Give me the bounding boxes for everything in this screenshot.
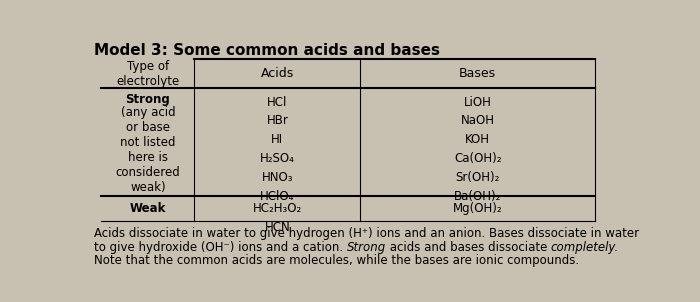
- Text: Type of
electrolyte: Type of electrolyte: [116, 59, 180, 88]
- Text: completely.: completely.: [551, 241, 620, 254]
- Text: HNO₃: HNO₃: [262, 171, 293, 184]
- Text: Sr(OH)₂: Sr(OH)₂: [456, 171, 500, 184]
- Text: Acids dissociate in water to give hydrogen (H⁺) ions and an anion. Bases dissoci: Acids dissociate in water to give hydrog…: [94, 227, 639, 240]
- Text: Strong: Strong: [346, 241, 386, 254]
- Text: HCN: HCN: [265, 221, 290, 234]
- Text: LiOH: LiOH: [464, 95, 491, 108]
- Text: Mg(OH)₂: Mg(OH)₂: [453, 202, 503, 215]
- Text: HC₂H₃O₂: HC₂H₃O₂: [253, 202, 302, 215]
- Text: to give hydroxide (OH⁻) ions and a cation.: to give hydroxide (OH⁻) ions and a catio…: [94, 241, 346, 254]
- Text: Strong: Strong: [125, 93, 170, 106]
- Text: Ca(OH)₂: Ca(OH)₂: [454, 152, 501, 165]
- Text: Bases: Bases: [459, 67, 496, 80]
- Text: Model 3: Some common acids and bases: Model 3: Some common acids and bases: [94, 43, 440, 58]
- Text: HBr: HBr: [267, 114, 288, 127]
- Text: Note that the common acids are molecules, while the bases are ionic compounds.: Note that the common acids are molecules…: [94, 254, 579, 267]
- Text: KOH: KOH: [466, 133, 490, 146]
- Text: Ba(OH)₂: Ba(OH)₂: [454, 190, 501, 203]
- Text: acids and bases dissociate: acids and bases dissociate: [386, 241, 551, 254]
- Text: Acids: Acids: [260, 67, 294, 80]
- Text: HI: HI: [272, 133, 284, 146]
- Text: HCl: HCl: [267, 95, 288, 108]
- Text: H₂SO₄: H₂SO₄: [260, 152, 295, 165]
- Text: Weak: Weak: [130, 202, 166, 215]
- Text: HClO₄: HClO₄: [260, 190, 295, 203]
- Text: (any acid
or base
not listed
here is
considered
weak): (any acid or base not listed here is con…: [116, 106, 181, 194]
- Text: NaOH: NaOH: [461, 114, 495, 127]
